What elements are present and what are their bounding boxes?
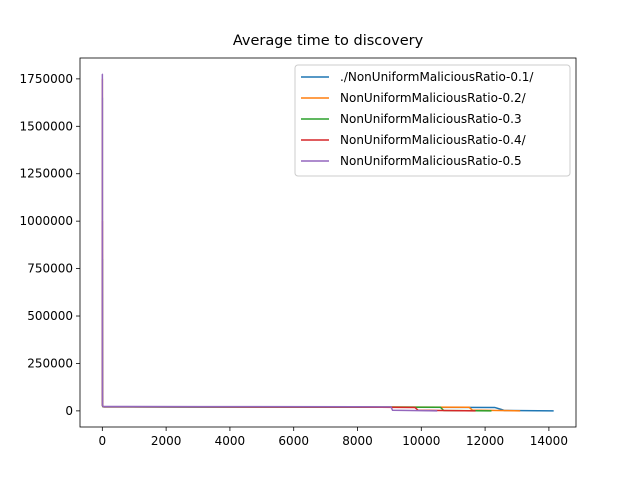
x-tick-label: 4000 <box>215 434 246 448</box>
y-tick-label: 250000 <box>27 356 73 370</box>
x-tick-label: 12000 <box>466 434 504 448</box>
legend-box <box>294 64 571 177</box>
series-line-5 <box>101 73 438 412</box>
y-tick-label: 750000 <box>27 262 73 276</box>
x-tick-label: 8000 <box>342 434 373 448</box>
plot-area <box>101 73 554 412</box>
y-tick-label: 1500000 <box>20 119 73 133</box>
series-line-3 <box>101 258 492 412</box>
y-tick-label: 500000 <box>27 309 73 323</box>
legend-label: NonUniformMaliciousRatio-0.4/ <box>340 133 527 147</box>
x-tick-label: 0 <box>99 434 107 448</box>
y-tick-label: 1750000 <box>20 72 73 86</box>
y-tick-label: 1250000 <box>20 167 73 181</box>
axes-frame <box>79 57 577 428</box>
x-tick-label: 2000 <box>151 434 182 448</box>
y-tick-label: 0 <box>65 404 73 418</box>
legend: ./NonUniformMaliciousRatio-0.1/NonUnifor… <box>294 64 571 177</box>
legend-label: ./NonUniformMaliciousRatio-0.1/ <box>340 70 534 84</box>
legend-label: NonUniformMaliciousRatio-0.3 <box>340 112 522 126</box>
legend-label: NonUniformMaliciousRatio-0.2/ <box>340 91 527 105</box>
x-tick-label: 10000 <box>402 434 440 448</box>
series-line-4 <box>101 220 476 412</box>
chart-title: Average time to discovery <box>232 33 424 49</box>
x-tick-label: 14000 <box>530 434 568 448</box>
y-tick-label: 1000000 <box>20 214 73 228</box>
legend-label: NonUniformMaliciousRatio-0.5 <box>340 154 522 168</box>
x-tick-label: 6000 <box>278 434 309 448</box>
